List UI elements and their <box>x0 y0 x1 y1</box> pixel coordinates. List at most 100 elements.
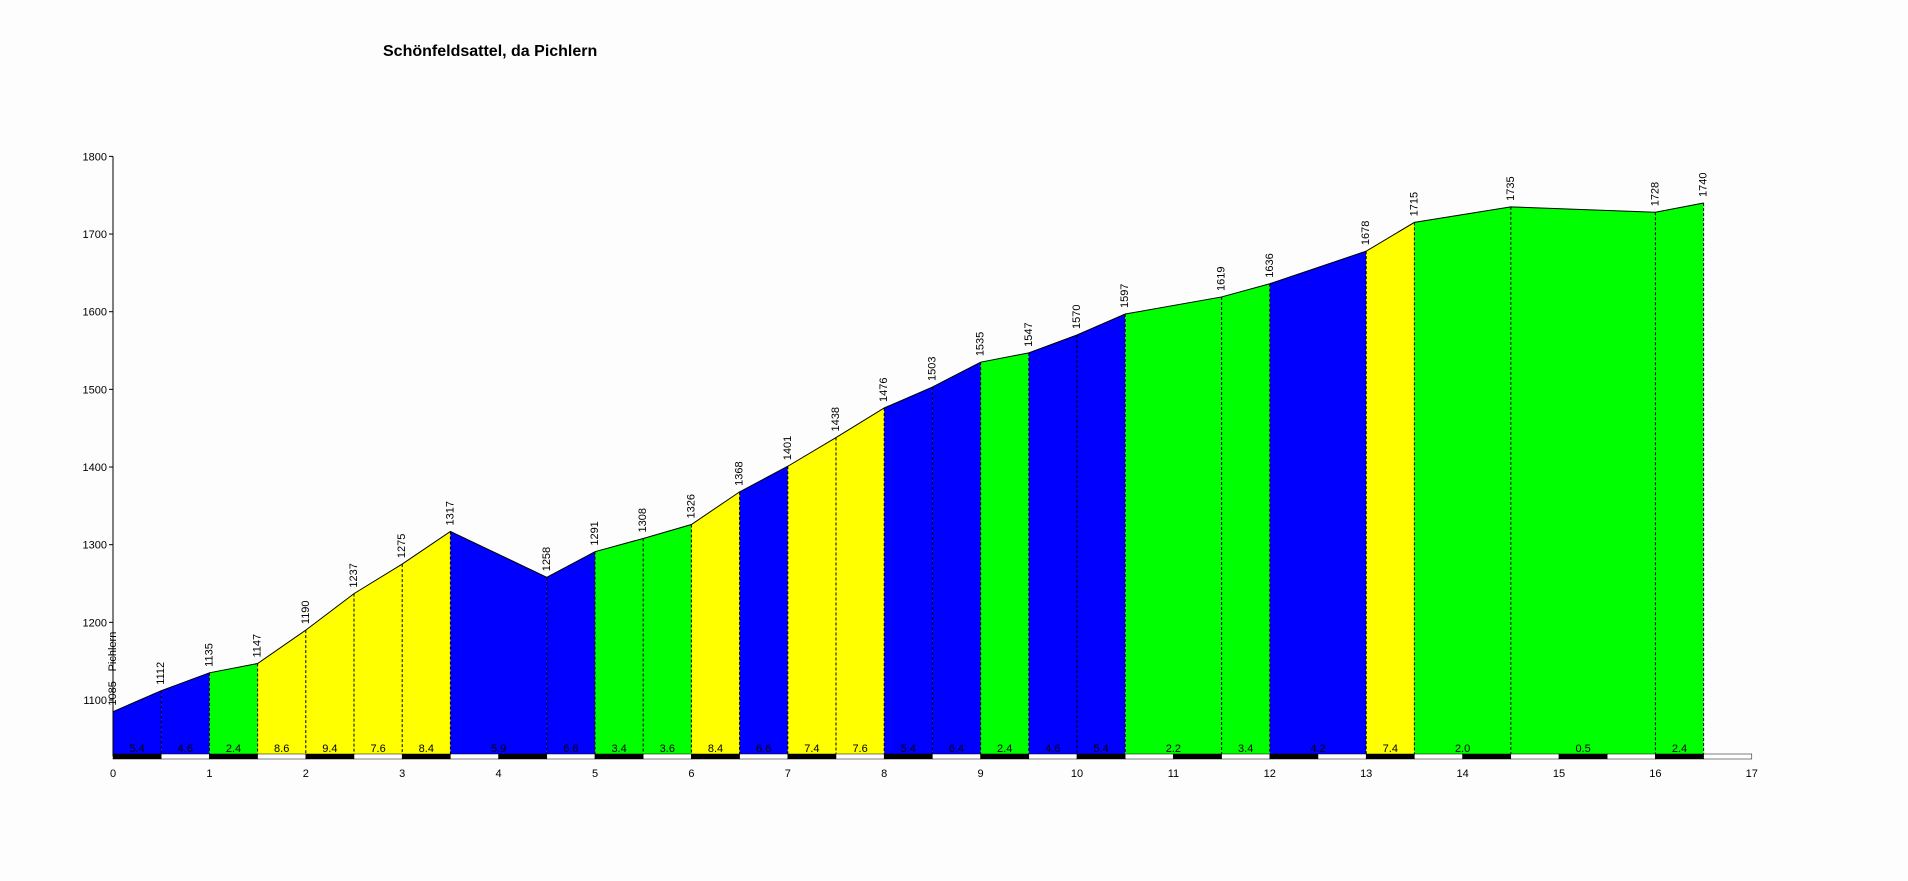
segment-area <box>1028 334 1077 756</box>
segment-area <box>209 663 258 756</box>
elevation-label: 1308 <box>637 508 649 532</box>
y-tick-label: 1500 <box>83 384 107 396</box>
x-tick-label: 0 <box>110 768 116 780</box>
segment-grade-label: 5.4 <box>901 743 916 755</box>
segment-grade-label: 3.4 <box>1238 743 1253 755</box>
x-tick-label: 1 <box>206 768 212 780</box>
x-tick-label: 12 <box>1264 768 1276 780</box>
segment-area <box>932 362 981 756</box>
x-tick-label: 5 <box>592 768 598 780</box>
scale-bar-block <box>787 753 837 760</box>
elevation-label: 1547 <box>1023 322 1035 346</box>
x-tick-label: 13 <box>1360 768 1372 780</box>
segment-grade-label: 4.6 <box>178 743 193 755</box>
scale-bar-block <box>498 753 548 760</box>
segment-grade-label: 4.6 <box>1045 743 1060 755</box>
scale-bar-block <box>594 753 644 760</box>
segment-area <box>402 531 451 756</box>
elevation-label: 1740 <box>1698 172 1710 196</box>
scale-bar-block <box>691 753 740 760</box>
scale-bar-block <box>209 753 258 760</box>
scale-bar-block <box>1028 753 1078 760</box>
scale-bar-block <box>1269 753 1319 760</box>
segment-grade-label: 6.4 <box>949 743 964 755</box>
segment-area <box>643 524 692 756</box>
elevation-label: 1368 <box>734 461 746 485</box>
scale-bar-block <box>883 753 933 760</box>
segment-area <box>1366 222 1415 757</box>
segment-grade-label: 8.6 <box>274 743 289 755</box>
elevation-label: 1570 <box>1071 305 1083 329</box>
scale-bar-block <box>1173 753 1222 760</box>
x-tick-label: 9 <box>978 768 984 780</box>
y-tick-label: 1800 <box>83 151 107 163</box>
x-tick-label: 15 <box>1553 768 1565 780</box>
elevation-label: 1401 <box>782 436 794 460</box>
x-tick-label: 14 <box>1456 768 1468 780</box>
segment-grade-label: 6.6 <box>756 743 771 755</box>
segment-grade-label: 7.4 <box>1383 743 1398 755</box>
x-tick-label: 10 <box>1071 768 1083 780</box>
segment-grade-label: 5.4 <box>129 743 144 755</box>
segment-grade-label: 2.4 <box>1672 743 1687 755</box>
segment-area <box>1221 283 1270 756</box>
elevation-label: 1597 <box>1119 284 1131 308</box>
scale-bar-block <box>353 753 403 760</box>
segment-area <box>739 466 788 756</box>
segment-grade-label: 7.6 <box>852 743 867 755</box>
segment-area <box>1125 296 1222 756</box>
x-tick-label: 8 <box>881 768 887 780</box>
scale-bar-block <box>1076 753 1126 760</box>
elevation-label: 1728 <box>1649 182 1661 206</box>
y-tick-label: 1200 <box>83 617 107 629</box>
scale-bar-block <box>305 753 355 760</box>
x-tick-label: 4 <box>496 768 502 780</box>
segment-area <box>161 672 210 756</box>
segment-grade-label: 2.2 <box>1166 743 1181 755</box>
segment-area <box>1655 202 1704 756</box>
segment-grade-label: 4.2 <box>1310 743 1325 755</box>
scale-bar-block <box>160 753 210 760</box>
segment-area <box>257 630 306 756</box>
elevation-label: 1503 <box>926 357 938 381</box>
elevation-label: 1326 <box>685 494 697 518</box>
x-tick-label: 3 <box>399 768 405 780</box>
segment-grade-label: 5.4 <box>1093 743 1108 755</box>
scale-bar-block <box>1703 753 1753 760</box>
scale-bar-block <box>1510 753 1560 760</box>
scale-bar-block <box>112 753 162 760</box>
elevation-label: 1291 <box>589 521 601 545</box>
y-tick-label: 1700 <box>83 229 107 241</box>
elevation-label: 1438 <box>830 407 842 431</box>
scale-bar-block <box>980 753 1030 760</box>
profile-line <box>112 202 1704 713</box>
segment-area <box>305 593 354 756</box>
scale-bar-block <box>257 753 307 760</box>
segment-grade-label: 2.0 <box>1455 743 1470 755</box>
segment-grade-label: 8.4 <box>419 743 434 755</box>
y-tick-label: 1300 <box>83 540 107 552</box>
scale-bar-block <box>1317 753 1367 760</box>
segment-area <box>980 352 1029 756</box>
segment-grade-label: 9.4 <box>322 743 337 755</box>
scale-bar-block <box>1655 753 1704 760</box>
segment-area <box>113 690 162 756</box>
segment-area <box>1269 251 1367 757</box>
scale-bar-block <box>546 753 596 760</box>
elevation-label: 1135 <box>203 643 215 667</box>
x-tick-label: 2 <box>303 768 309 780</box>
scale-bar-block <box>1221 753 1271 760</box>
elevation-label: 1258 <box>541 547 553 571</box>
elevation-label: 1636 <box>1264 253 1276 277</box>
scale-bar-block <box>1462 753 1512 760</box>
segment-area <box>546 551 595 756</box>
elevation-label: 1619 <box>1216 266 1228 290</box>
elevation-label: 1715 <box>1408 192 1420 216</box>
x-tick-label: 7 <box>785 768 791 780</box>
segment-area <box>354 564 403 756</box>
elevation-label: 1190 <box>300 600 312 624</box>
segment-grade-label: 8.4 <box>708 743 723 755</box>
scale-bar-block <box>1365 753 1415 760</box>
segment-grade-label: 2.4 <box>997 743 1012 755</box>
